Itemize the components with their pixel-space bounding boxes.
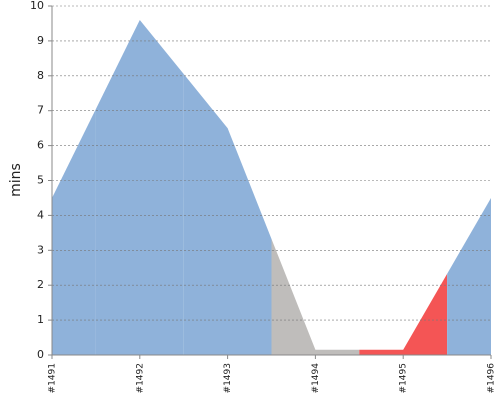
y-tick-label: 4 (37, 208, 44, 221)
x-tick-label: #1492 (135, 363, 145, 393)
area-segment (95, 19, 184, 356)
y-tick-label: 1 (37, 313, 44, 326)
y-axis-label: mins (8, 163, 24, 197)
x-tick-label: #1496 (487, 363, 497, 394)
x-tick-label: #1494 (311, 363, 321, 394)
y-tick-label: 2 (37, 278, 44, 291)
area-segment (271, 238, 360, 355)
y-tick-label: 0 (37, 348, 44, 361)
y-tick-label: 9 (37, 34, 44, 47)
area-segment (447, 197, 491, 355)
area-segment (52, 108, 96, 355)
area-segment (183, 74, 272, 356)
x-tick-label: #1491 (48, 363, 58, 393)
x-tick-label: #1495 (399, 363, 409, 393)
area-segment (359, 273, 448, 355)
y-tick-label: 5 (37, 174, 44, 187)
x-tick-label: #1493 (223, 363, 233, 393)
y-tick-label: 10 (30, 0, 44, 12)
y-tick-label: 3 (37, 243, 44, 256)
y-tick-label: 7 (37, 104, 44, 117)
y-tick-label: 8 (37, 69, 44, 82)
y-tick-label: 6 (37, 139, 44, 152)
